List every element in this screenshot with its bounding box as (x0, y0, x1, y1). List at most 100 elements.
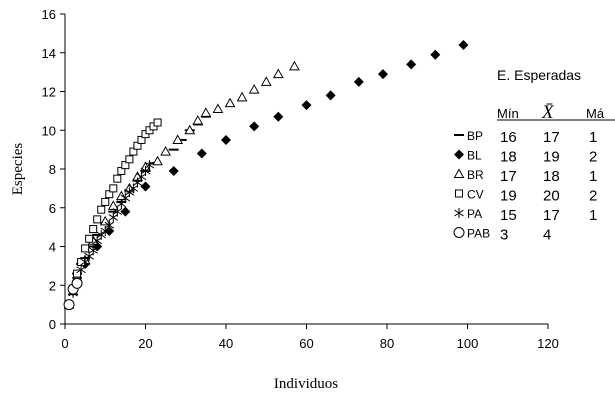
table-header-cell: X̄ (541, 102, 555, 123)
legend-item-pa: PA (454, 207, 482, 221)
x-tick-label: 80 (380, 336, 394, 351)
table-row: 15 17 1 (500, 207, 597, 224)
data-point-cv (93, 215, 102, 224)
data-point-br (172, 134, 184, 144)
data-point-cv (125, 155, 134, 164)
x-tick-label: 20 (138, 336, 152, 351)
data-point-pa (104, 220, 115, 231)
table-row: 17 18 1 (500, 168, 597, 185)
data-point-bl (406, 59, 417, 70)
data-point-br (236, 91, 248, 102)
data-point-br (272, 68, 284, 79)
data-point-br (200, 107, 212, 117)
data-point-bl (301, 100, 312, 111)
data-point-cv (85, 234, 94, 243)
table-row: 19 20 2 (500, 188, 597, 205)
data-point-cv (129, 147, 138, 156)
table-cell: 1 (589, 207, 597, 224)
data-point-cv (105, 190, 114, 199)
legend-label: PAB (467, 227, 490, 241)
legend-label: CV (467, 188, 484, 202)
table-cell: 16 (500, 129, 517, 146)
x-tick-label: 60 (299, 336, 313, 351)
y-axis-title: Especies (10, 143, 26, 196)
table-title: E. Esperadas (497, 67, 581, 83)
data-point-bl (325, 90, 336, 101)
legend-item-bp: BP (454, 129, 483, 143)
table-cell: 18 (543, 168, 560, 185)
data-point-pa (124, 187, 135, 198)
table-cell: 2 (589, 149, 597, 166)
expected-species-table: E. Esperadas Mín X̄ Má 16 17 1 18 19 2 17 18 1 19 20… (497, 67, 615, 244)
legend-item-br: BR (453, 168, 484, 182)
y-axis-ticks: 0 2 4 6 8 10 12 14 16 (42, 7, 65, 332)
data-point-bl (430, 49, 441, 60)
table-cell: 17 (500, 168, 517, 185)
table-row: 16 17 1 (500, 129, 597, 146)
legend-label: BL (467, 149, 482, 163)
y-tick-label: 0 (49, 317, 56, 332)
x-axis-title: Individuos (274, 376, 338, 392)
table-cell: 19 (543, 149, 560, 166)
data-point-br (184, 124, 196, 135)
data-point-bl (196, 148, 207, 159)
data-point-pab (71, 277, 83, 289)
legend-marker-pab (453, 227, 465, 238)
data-point-bl (377, 69, 388, 80)
table-headers: Mín X̄ Má (497, 102, 605, 123)
table-cell: 1 (589, 129, 597, 146)
data-point-bl (249, 121, 260, 132)
data-point-bl (120, 206, 131, 217)
legend-marker-pa (454, 208, 464, 218)
y-tick-label: 12 (42, 85, 56, 100)
data-point-pa (96, 229, 107, 240)
data-point-br (160, 146, 171, 156)
table-cell: 2 (589, 188, 597, 205)
table-cell: 3 (500, 227, 508, 244)
legend-marker-cv (455, 189, 463, 198)
table-header-cell: Mín (497, 106, 519, 121)
data-point-br (260, 76, 272, 86)
x-tick-label: 40 (219, 336, 233, 351)
data-point-pa (112, 206, 123, 217)
series-br (63, 60, 300, 309)
data-point-br (248, 84, 260, 94)
y-tick-label: 6 (49, 201, 56, 216)
data-point-bl (140, 181, 151, 192)
data-point-pa (144, 160, 155, 171)
x-tick-label: 100 (457, 336, 479, 351)
data-point-br (212, 103, 224, 113)
data-point-br (152, 155, 163, 166)
y-tick-label: 4 (49, 240, 56, 255)
legend-item-pab: PAB (453, 227, 490, 241)
legend-label: BR (467, 168, 484, 182)
data-point-cv (137, 135, 146, 144)
data-point-cv (133, 141, 142, 150)
y-tick-label: 8 (49, 162, 56, 177)
data-point-cv (89, 225, 98, 234)
table-cell: 4 (543, 227, 551, 244)
legend-item-bl: BL (454, 149, 482, 163)
x-axis-ticks: 0 20 40 60 80 100 120 (61, 324, 559, 351)
legend-label: BP (467, 129, 483, 143)
table-cell: 20 (543, 188, 560, 205)
data-point-br (99, 215, 111, 226)
data-point-br (192, 115, 204, 125)
table-header-cell: Má (586, 106, 605, 121)
series-pab (63, 277, 83, 311)
data-point-cv (121, 161, 130, 170)
y-tick-label: 10 (42, 123, 56, 138)
legend-marker-bl (454, 149, 464, 160)
data-point-cv (101, 197, 110, 206)
table-rows: 16 17 118 19 217 18 119 20 215 17 13 4 (500, 129, 597, 244)
legend-label: PA (467, 207, 482, 221)
series-layer (63, 40, 469, 311)
x-tick-label: 0 (61, 336, 68, 351)
y-tick-label: 2 (49, 278, 56, 293)
data-point-cv (97, 205, 106, 214)
data-point-bl (221, 134, 231, 145)
data-point-bl (168, 165, 179, 176)
data-point-cv (113, 174, 122, 183)
